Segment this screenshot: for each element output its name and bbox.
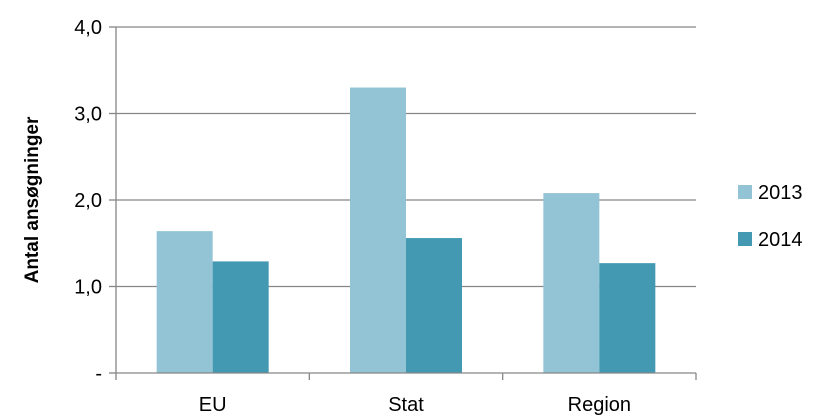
x-tick-label: EU <box>199 394 227 416</box>
y-tick-label: 2,0 <box>74 190 102 212</box>
legend-swatch-2013 <box>738 185 752 199</box>
y-tick-label: - <box>95 363 102 385</box>
bar-2013-region <box>543 193 600 373</box>
bar-2013-eu <box>156 231 213 373</box>
y-tick-label: 4,0 <box>74 17 102 39</box>
y-tick-labels: - 1,0 2,0 3,0 4,0 <box>74 17 102 385</box>
bar-2013-stat <box>350 87 406 374</box>
bar-2014-region <box>599 263 656 373</box>
y-axis-label: Antal ansøgninger <box>22 116 43 283</box>
legend: 2013 2014 <box>738 182 803 251</box>
x-tick-label: Region <box>568 394 631 416</box>
legend-label-2014: 2014 <box>758 229 803 251</box>
bar-2014-eu <box>212 261 269 373</box>
bars <box>156 87 656 374</box>
x-tick-label: Stat <box>388 394 424 416</box>
legend-swatch-2014 <box>738 232 752 246</box>
x-tick-labels: EU Stat Region <box>199 394 631 416</box>
y-tick-label: 1,0 <box>74 277 102 299</box>
y-tick-label: 3,0 <box>74 104 102 126</box>
legend-label-2013: 2013 <box>758 182 803 204</box>
axes <box>109 26 697 380</box>
bar-2014-stat <box>406 238 462 373</box>
